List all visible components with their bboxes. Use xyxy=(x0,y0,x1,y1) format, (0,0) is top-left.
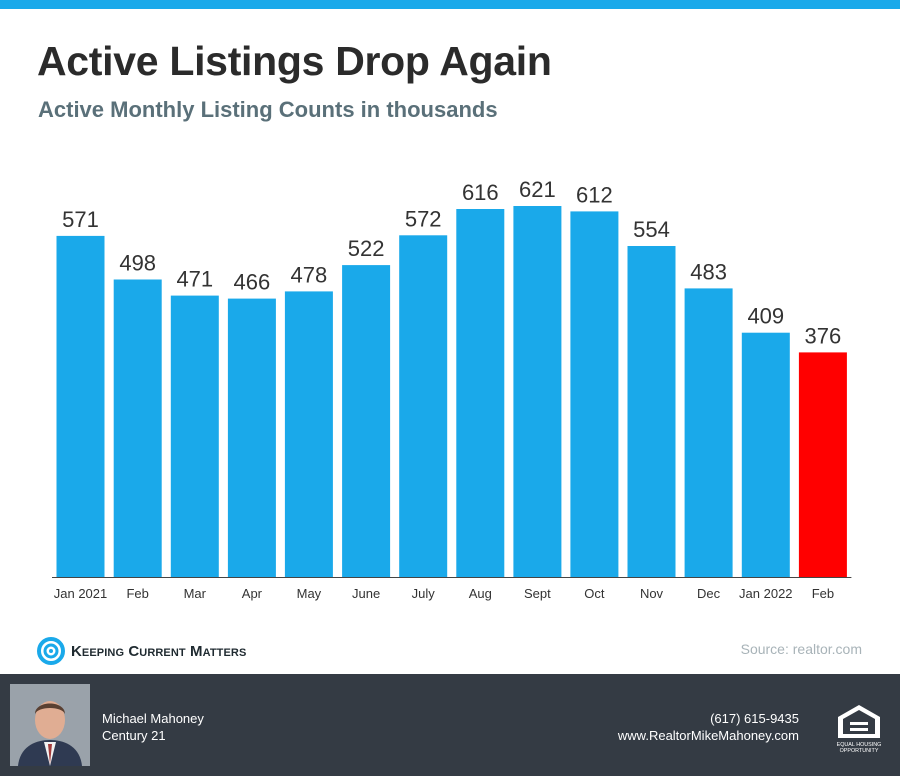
bar-11 xyxy=(684,288,733,577)
agent-website-link[interactable]: www.RealtorMikeMahoney.com xyxy=(617,728,799,743)
value-labels-group: 571 498 471 466 478 522 572 616 621 612 554 483 409 3… xyxy=(62,177,841,348)
bar-5 xyxy=(342,265,391,577)
value-label-10: 554 xyxy=(633,217,670,242)
avatar xyxy=(10,684,90,766)
bar-2 xyxy=(170,295,219,577)
x-tick-label-9: Oct xyxy=(584,586,605,601)
agent-name: Michael Mahoney xyxy=(102,711,204,726)
x-tick-label-3: Apr xyxy=(242,586,263,601)
value-label-4: 478 xyxy=(291,262,328,287)
value-label-3: 466 xyxy=(234,270,271,295)
x-tick-label-1: Feb xyxy=(126,586,148,601)
brand-name: Keeping Current Matters xyxy=(71,642,247,660)
x-tick-label-13: Feb xyxy=(812,586,834,601)
kcm-swirl-icon xyxy=(37,637,65,665)
value-label-13: 376 xyxy=(805,323,842,348)
x-tick-label-10: Nov xyxy=(640,586,664,601)
value-label-9: 612 xyxy=(576,182,613,207)
bar-7 xyxy=(456,209,505,577)
brand-logo: Keeping Current Matters xyxy=(37,636,246,666)
bars-group xyxy=(56,206,847,578)
x-tick-label-8: Sept xyxy=(524,586,551,601)
bar-13 xyxy=(798,352,847,577)
agent-footer: Michael Mahoney Century 21 (617) 615-943… xyxy=(0,674,900,776)
value-label-6: 572 xyxy=(405,206,442,231)
x-tick-label-6: July xyxy=(412,586,436,601)
x-tick-label-0: Jan 2021 xyxy=(54,586,108,601)
value-label-8: 621 xyxy=(519,177,556,202)
bar-8 xyxy=(513,206,562,577)
bar-6 xyxy=(399,235,448,578)
value-label-1: 498 xyxy=(119,251,156,276)
chart-subtitle: Active Monthly Listing Counts in thousan… xyxy=(38,97,498,122)
eho-line1: EQUAL HOUSING xyxy=(837,742,882,748)
agent-company: Century 21 xyxy=(102,728,166,743)
x-tick-label-5: June xyxy=(352,586,380,601)
x-tick-label-4: May xyxy=(297,586,322,601)
bar-9 xyxy=(570,211,619,577)
source-label: Source: realtor.com xyxy=(740,641,862,657)
bar-1 xyxy=(113,279,162,577)
x-tick-label-12: Jan 2022 xyxy=(739,586,793,601)
bar-4 xyxy=(284,291,333,577)
bar-0 xyxy=(56,235,105,577)
value-label-0: 571 xyxy=(62,207,99,232)
value-label-2: 471 xyxy=(176,267,213,292)
bar-3 xyxy=(227,298,276,577)
bar-12 xyxy=(741,332,790,577)
bar-10 xyxy=(627,246,676,577)
bar-chart: 571 498 471 466 478 522 572 616 621 612 554 483 409 3… xyxy=(52,177,852,601)
x-tick-label-11: Dec xyxy=(697,586,721,601)
agent-photo xyxy=(10,684,90,766)
value-label-11: 483 xyxy=(690,259,727,284)
x-tick-labels-group: Jan 2021 Feb Mar Apr May June July Aug Sept Oct No… xyxy=(54,586,834,601)
value-label-12: 409 xyxy=(747,304,784,329)
x-tick-label-7: Aug xyxy=(469,586,492,601)
x-tick-label-2: Mar xyxy=(184,586,207,601)
agent-phone[interactable]: (617) 615-9435 xyxy=(710,711,799,726)
top-accent-bar xyxy=(0,0,900,9)
value-label-5: 522 xyxy=(348,236,385,261)
equal-housing-icon: EQUAL HOUSING OPPORTUNITY xyxy=(837,705,882,754)
chart-title: Active Listings Drop Again xyxy=(37,38,552,84)
value-label-7: 616 xyxy=(462,180,499,205)
eho-line2: OPPORTUNITY xyxy=(840,748,879,754)
